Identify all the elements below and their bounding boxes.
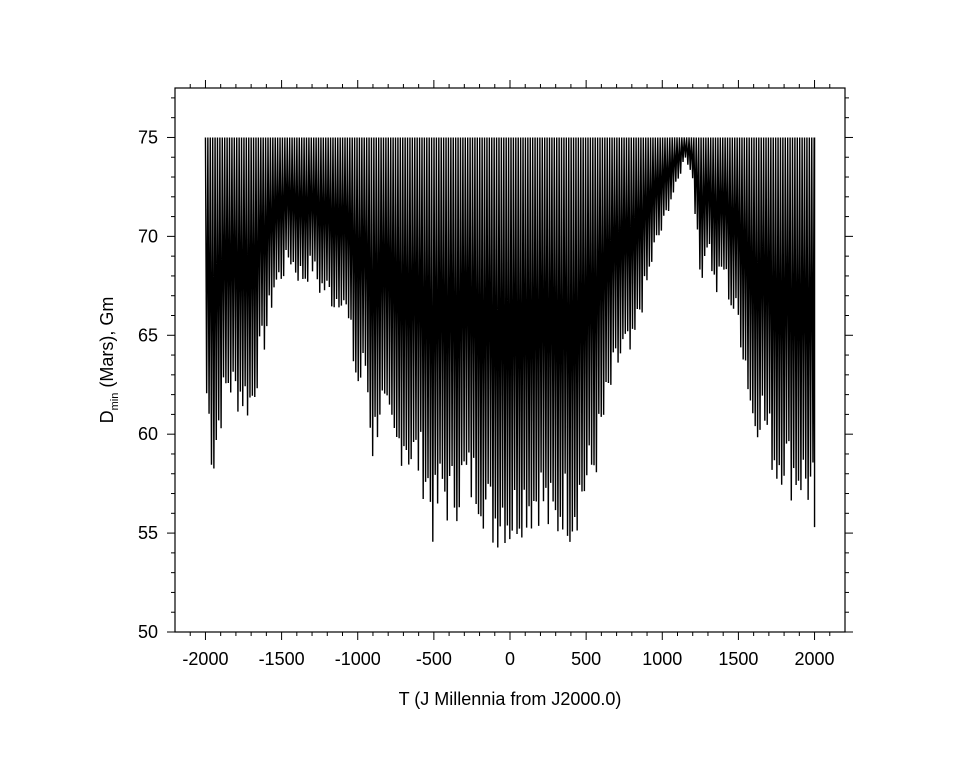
x-tick-label: -500 — [416, 649, 452, 669]
x-tick-label: 1000 — [642, 649, 682, 669]
x-tick-label: -1000 — [335, 649, 381, 669]
x-tick-label: -2000 — [182, 649, 228, 669]
x-tick-label: 2000 — [795, 649, 835, 669]
x-axis-label: T (J Millennia from J2000.0) — [399, 689, 622, 709]
y-tick-label: 65 — [138, 325, 158, 345]
y-axis-label-main: D — [97, 410, 117, 423]
x-tick-label: 500 — [571, 649, 601, 669]
y-axis-label-subscript: min — [109, 393, 121, 411]
y-tick-label: 55 — [138, 523, 158, 543]
y-axis-label: Dmin (Mars), Gm — [97, 297, 121, 424]
y-tick-label: 50 — [138, 622, 158, 642]
y-axis-label-rest: (Mars), Gm — [97, 297, 117, 393]
tick-labels: -2000 -1500 -1000 -500 0 500 1000 1500 2000 50 55 6… — [138, 127, 835, 669]
x-tick-label: 1500 — [718, 649, 758, 669]
series-line — [204, 137, 816, 548]
y-tick-label: 70 — [138, 226, 158, 246]
x-tick-label: -1500 — [259, 649, 305, 669]
axis-ticks — [167, 80, 853, 640]
y-tick-label: 75 — [138, 127, 158, 147]
plot-area — [204, 137, 816, 548]
x-tick-label: 0 — [505, 649, 515, 669]
y-tick-label: 60 — [138, 424, 158, 444]
